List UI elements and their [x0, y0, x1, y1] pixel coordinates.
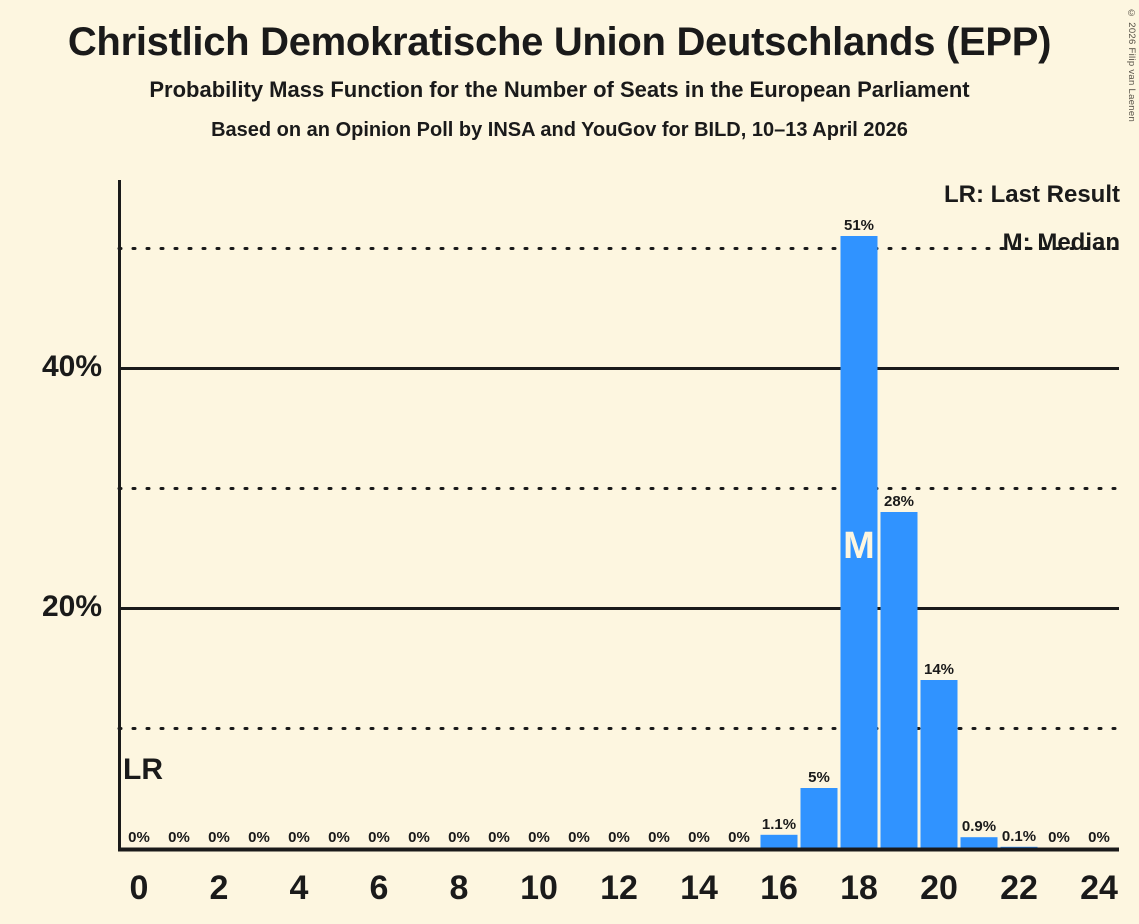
legend-item-median: M: Median	[1002, 229, 1120, 256]
x-axis-tick-label: 4	[289, 869, 309, 907]
bar	[960, 837, 998, 848]
x-axis-tick-label: 6	[369, 869, 389, 907]
x-axis-tick-label: 18	[840, 869, 878, 907]
bar-value-label: 0%	[408, 829, 430, 846]
gridlines-major	[119, 367, 1119, 610]
bar-value-label: 0%	[728, 829, 750, 846]
bar-value-label: 0%	[528, 829, 550, 846]
x-axis-tick-label: 12	[600, 869, 638, 907]
y-axis-tick-label: 40%	[41, 350, 102, 383]
bar	[840, 236, 878, 848]
bar	[800, 788, 838, 848]
bar-series	[760, 236, 1038, 848]
x-axis-tick-label: 22	[1000, 869, 1038, 907]
bar	[1000, 846, 1038, 848]
page-title: Christlich Demokratische Union Deutschla…	[67, 20, 1052, 64]
bar-value-label: 14%	[923, 661, 955, 678]
bar-value-label: 0%	[1088, 829, 1110, 846]
chart-source-note: Based on an Opinion Poll by INSA and You…	[211, 119, 908, 141]
bar-value-label: 0%	[128, 829, 150, 846]
bar-value-label: 51%	[843, 217, 875, 234]
bar-value-label: 0%	[488, 829, 510, 846]
x-axis-tick-label: 2	[209, 869, 229, 907]
y-axis-tick-label: 20%	[41, 590, 102, 623]
legend-item-last-result: LR: Last Result	[943, 181, 1120, 208]
bar	[880, 512, 918, 848]
bar-value-label: 0%	[248, 829, 270, 846]
bar	[760, 834, 798, 848]
median-marker: M	[843, 525, 875, 567]
bar-value-label: 0%	[688, 829, 710, 846]
last-result-marker: LR	[123, 753, 163, 786]
bar-value-label: 0%	[568, 829, 590, 846]
bar-value-label: 0%	[288, 829, 310, 846]
x-axis-tick-label: 24	[1080, 869, 1118, 907]
bar-value-label: 0.9%	[961, 818, 997, 836]
x-axis-tick-label: 16	[760, 869, 798, 907]
bar-value-label: 0%	[208, 829, 230, 846]
chart-axes	[118, 180, 1119, 852]
x-axis-tick-label: 14	[680, 869, 718, 907]
x-axis-tick-label: 20	[920, 869, 958, 907]
bar-value-label: 0%	[328, 829, 350, 846]
bar-value-label: 0%	[648, 829, 670, 846]
bar-value-label: 0%	[1048, 829, 1070, 846]
chart-legend: LR: Last Result M: Median	[944, 183, 1120, 255]
chart-subtitle: Probability Mass Function for the Number…	[149, 77, 970, 102]
x-axis-tick-label: 8	[449, 869, 469, 907]
bar-value-label: 0.1%	[1001, 827, 1037, 845]
copyright-notice: © 2026 Filip van Laenen	[1126, 8, 1137, 123]
bar-value-label: 1.1%	[761, 815, 797, 833]
bar-value-label: 5%	[808, 769, 830, 786]
x-axis-tick-label: 10	[520, 869, 558, 907]
bar-value-label: 0%	[368, 829, 390, 846]
gridlines-minor	[117, 247, 1121, 730]
bar	[920, 680, 958, 848]
bar-value-label: 0%	[168, 829, 190, 846]
x-axis-tick-label: 0	[129, 869, 149, 907]
chart-header: Christlich Demokratische Union Deutschla…	[0, 0, 1119, 140]
bar-value-label: 0%	[448, 829, 470, 846]
bar-value-label: 28%	[883, 493, 915, 510]
bar-value-label: 0%	[608, 829, 630, 846]
